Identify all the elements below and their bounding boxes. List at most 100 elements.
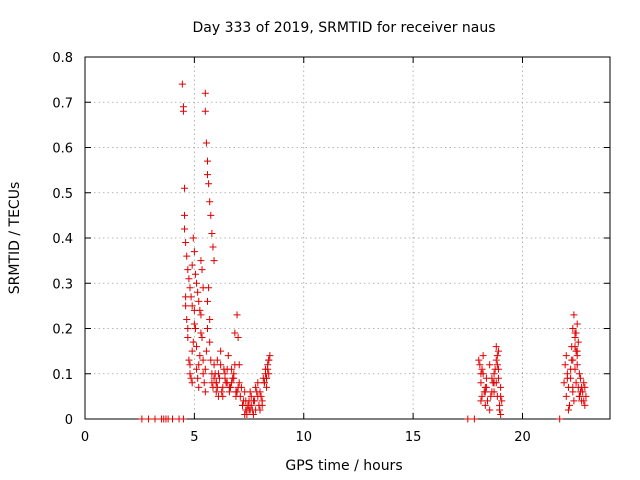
data-point (201, 89, 209, 97)
data-point (582, 392, 590, 400)
data-point (214, 370, 222, 378)
data-point (242, 397, 250, 405)
data-point (562, 392, 570, 400)
data-point (138, 415, 146, 423)
data-point (184, 325, 192, 332)
data-point (210, 361, 218, 369)
data-point (257, 392, 265, 400)
data-point (562, 352, 570, 360)
data-point (178, 80, 186, 88)
y-tick-label: 0 (65, 413, 73, 428)
data-point (576, 374, 584, 382)
data-point (493, 352, 501, 360)
data-point (556, 415, 564, 423)
data-point (260, 379, 268, 387)
data-point (181, 211, 189, 219)
data-point (197, 257, 205, 265)
data-point (193, 279, 201, 287)
data-point (216, 374, 224, 382)
chart-title: Day 333 of 2019, SRMTID for receiver nau… (192, 20, 495, 36)
x-tick-label: 0 (81, 430, 89, 445)
data-point (151, 415, 159, 423)
data-point (185, 275, 193, 283)
data-point (576, 388, 584, 396)
data-point (219, 383, 227, 391)
data-point (464, 415, 472, 423)
data-point (186, 370, 194, 378)
data-point (494, 365, 502, 373)
data-point (478, 392, 486, 400)
data-point (252, 383, 260, 391)
y-tick-label: 0.2 (52, 323, 73, 338)
data-point (189, 338, 197, 346)
axis-ticks (84, 56, 610, 420)
y-tick-label: 0.4 (52, 232, 73, 247)
data-point (497, 392, 505, 400)
data-point (186, 284, 194, 292)
data-point (190, 320, 198, 328)
data-point (205, 180, 213, 188)
data-point (261, 370, 269, 378)
data-point (573, 320, 581, 328)
data-point (193, 343, 201, 351)
data-point (560, 379, 568, 387)
data-point (569, 356, 577, 364)
data-point (477, 370, 485, 378)
data-point (249, 397, 257, 405)
data-point (195, 383, 203, 391)
data-point (249, 410, 257, 418)
data-point (210, 257, 218, 265)
data-point (212, 379, 220, 387)
y-axis-label: SRMTID / TECUs (7, 182, 23, 295)
data-point (567, 365, 575, 373)
data-point (199, 284, 207, 292)
data-point (169, 415, 176, 423)
data-point (206, 198, 214, 206)
data-point (563, 374, 571, 382)
data-point (207, 211, 215, 219)
data-point (497, 383, 505, 391)
data-point (191, 325, 199, 332)
data-point (193, 365, 201, 373)
data-point (218, 388, 226, 396)
data-point (570, 311, 578, 319)
data-point (484, 397, 491, 405)
data-point (207, 356, 215, 364)
data-point (490, 370, 498, 378)
data-point (217, 347, 225, 355)
data-point (256, 406, 264, 414)
data-point (571, 329, 579, 337)
data-point (477, 397, 485, 405)
data-point (493, 361, 501, 369)
data-point (487, 392, 495, 400)
data-point (580, 397, 588, 405)
data-point (200, 379, 208, 387)
data-point (188, 261, 196, 269)
data-point (187, 374, 195, 382)
data-point (236, 392, 244, 400)
data-point (264, 365, 272, 373)
data-point (183, 315, 191, 323)
data-point (194, 288, 202, 296)
data-point (188, 379, 196, 387)
data-points (138, 80, 590, 423)
data-point (581, 383, 589, 391)
x-tick-labels: 0 5 10 15 20 (81, 430, 531, 445)
data-point (223, 379, 231, 387)
data-point (217, 361, 225, 369)
data-point (204, 171, 211, 179)
x-tick-label: 20 (514, 430, 531, 445)
data-point (196, 352, 204, 360)
data-point (234, 334, 242, 342)
data-point (179, 415, 187, 423)
data-point (490, 379, 498, 387)
data-point (197, 311, 205, 319)
data-point (189, 234, 197, 242)
data-point (235, 379, 243, 387)
data-point (195, 297, 203, 305)
data-point (184, 266, 192, 274)
data-point (481, 401, 489, 409)
y-tick-label: 0.7 (52, 96, 73, 111)
data-point (220, 365, 228, 373)
